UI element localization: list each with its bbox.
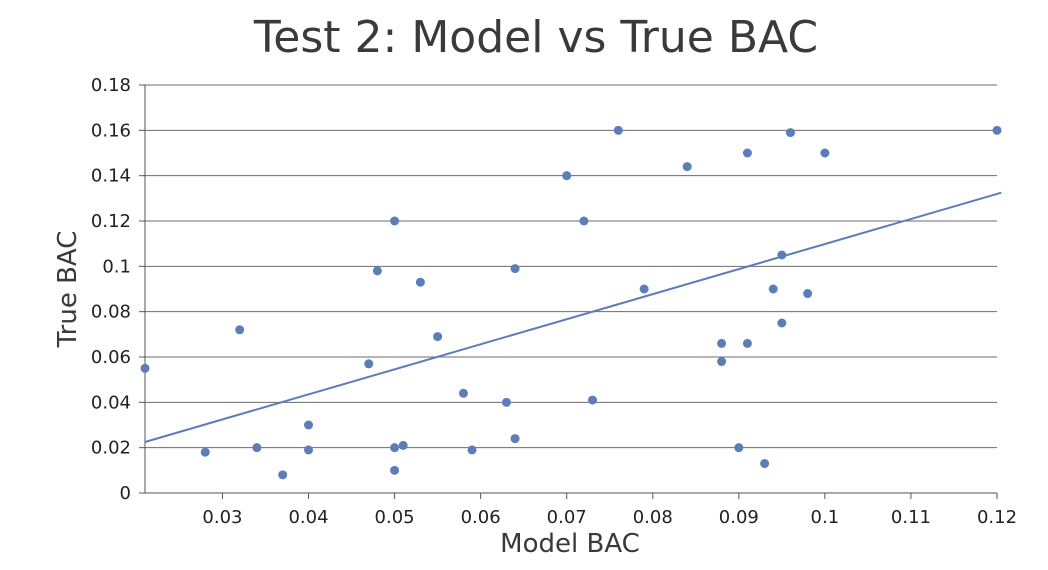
data-point bbox=[510, 264, 520, 274]
data-point bbox=[760, 459, 770, 469]
y-tick-label: 0.02 bbox=[91, 438, 131, 459]
data-point bbox=[768, 284, 778, 294]
x-tick-label: 0.06 bbox=[461, 507, 501, 528]
data-point bbox=[717, 338, 727, 348]
x-axis-title: Model BAC bbox=[500, 529, 640, 559]
data-point bbox=[458, 388, 468, 398]
x-tick-label: 0.07 bbox=[547, 507, 587, 528]
data-point bbox=[372, 266, 382, 276]
data-point bbox=[510, 434, 520, 444]
data-point bbox=[390, 443, 400, 453]
data-point bbox=[390, 216, 400, 226]
y-tick-label: 0.1 bbox=[102, 256, 131, 277]
data-point bbox=[364, 359, 374, 369]
data-point bbox=[717, 357, 727, 367]
data-points bbox=[140, 125, 1002, 480]
y-tick-label: 0 bbox=[120, 483, 131, 504]
axes bbox=[144, 85, 997, 494]
data-point bbox=[734, 443, 744, 453]
trendline-group bbox=[144, 191, 1002, 443]
x-tick-label: 0.11 bbox=[891, 507, 931, 528]
y-axis-title: True BAC bbox=[53, 231, 83, 349]
x-tick-label: 0.09 bbox=[719, 507, 759, 528]
data-point bbox=[304, 420, 314, 430]
y-tick-label: 0.18 bbox=[91, 75, 131, 96]
y-axis-ticks: 0 0.02 0.04 0.06 0.08 0.1 0.12 0.14 0.16 0.18 bbox=[91, 75, 145, 504]
data-point bbox=[501, 397, 511, 407]
y-tick-label: 0.16 bbox=[91, 120, 131, 141]
data-point bbox=[785, 128, 795, 138]
data-point bbox=[415, 277, 425, 287]
data-point bbox=[390, 465, 400, 475]
x-tick-label: 0.1 bbox=[811, 507, 840, 528]
data-point bbox=[777, 250, 787, 260]
data-point bbox=[992, 125, 1002, 135]
y-tick-label: 0.12 bbox=[91, 211, 131, 232]
data-point bbox=[467, 445, 477, 455]
y-tick-label: 0.14 bbox=[91, 166, 131, 187]
data-point bbox=[820, 148, 830, 158]
y-tick-label: 0.08 bbox=[91, 302, 131, 323]
data-point bbox=[742, 148, 752, 158]
data-point bbox=[433, 332, 443, 342]
x-tick-label: 0.03 bbox=[202, 507, 242, 528]
data-point bbox=[777, 318, 787, 328]
data-point bbox=[682, 162, 692, 172]
y-tick-label: 0.04 bbox=[91, 392, 131, 413]
data-point bbox=[304, 445, 314, 455]
data-point bbox=[588, 395, 598, 405]
x-tick-label: 0.05 bbox=[375, 507, 415, 528]
chart-title: Test 2: Model vs True BAC bbox=[253, 12, 818, 63]
x-tick-label: 0.12 bbox=[977, 507, 1017, 528]
y-tick-label: 0.06 bbox=[91, 347, 131, 368]
data-point bbox=[278, 470, 288, 480]
data-point bbox=[613, 125, 623, 135]
data-point bbox=[200, 447, 210, 457]
data-point bbox=[140, 363, 150, 373]
data-point bbox=[235, 325, 245, 335]
data-point bbox=[252, 443, 262, 453]
data-point bbox=[742, 338, 752, 348]
data-point bbox=[398, 440, 408, 450]
trendline bbox=[144, 191, 1002, 443]
data-point bbox=[562, 171, 572, 181]
data-point bbox=[579, 216, 589, 226]
data-point bbox=[803, 289, 813, 299]
gridlines bbox=[145, 84, 997, 449]
x-tick-label: 0.04 bbox=[288, 507, 328, 528]
x-tick-label: 0.08 bbox=[633, 507, 673, 528]
data-point bbox=[639, 284, 649, 294]
x-axis-ticks: 0.03 0.04 0.05 0.06 0.07 0.08 0.09 0.1 0.11 0.12 bbox=[202, 493, 1017, 528]
